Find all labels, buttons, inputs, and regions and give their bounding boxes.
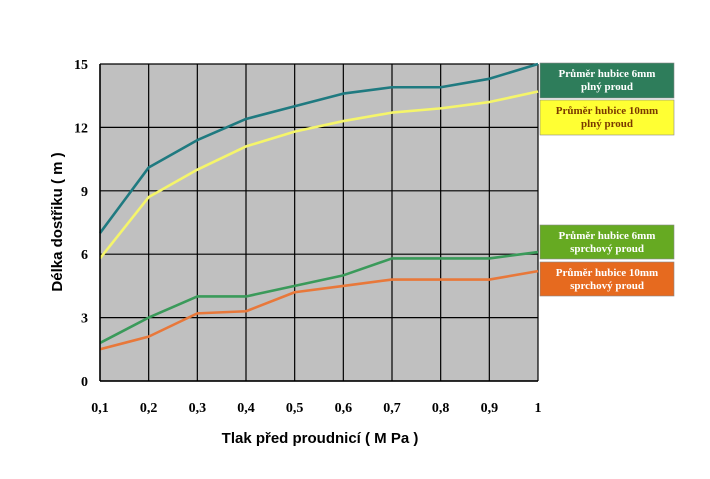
- legend-label: Průměr hubice 10mm: [556, 267, 658, 279]
- legend-swatch: [539, 62, 675, 99]
- y-tick-label: 6: [81, 248, 88, 263]
- legend-swatch: [539, 224, 675, 260]
- tick-labels: 0,1 0,2 0,3 0,4 0,5 0,6 0,7 0,8 0,9 1 0 3 6 9 12 15: [74, 58, 542, 416]
- axes: [99, 64, 538, 382]
- series-layer: [98, 62, 539, 351]
- series-line-2: [98, 90, 539, 260]
- series-line-3: [99, 250, 539, 345]
- x-tick-label: 0,7: [383, 401, 401, 416]
- x-axis-label: Tlak před proudnicí ( M Pa ): [222, 430, 419, 447]
- legend-label: plný proud: [581, 81, 633, 93]
- y-tick-label: 12: [74, 121, 88, 136]
- legend-label: Průměr hubice 10mm: [556, 105, 658, 117]
- legend-swatch: [539, 261, 675, 297]
- x-tick-label: 0,2: [140, 401, 158, 416]
- y-axis-label: Délka dostřiku ( m ): [49, 152, 66, 291]
- x-tick-label: 0,3: [189, 401, 207, 416]
- y-tick-label: 0: [81, 375, 88, 390]
- legend-swatch: [539, 99, 675, 136]
- x-tick-label: 0,9: [481, 401, 499, 416]
- plot-background: [100, 64, 538, 381]
- legend-label: sprchový proud: [570, 243, 644, 255]
- series-line-1: [98, 62, 539, 234]
- y-tick-label: 3: [81, 312, 88, 327]
- legend-label: plný proud: [581, 118, 633, 130]
- x-tick-label: 0,5: [286, 401, 304, 416]
- x-tick-label: 1: [535, 401, 542, 416]
- legend-label: Průměr hubice 6mm: [559, 230, 656, 242]
- y-tick-label: 9: [81, 185, 88, 200]
- y-tick-label: 15: [74, 58, 88, 73]
- x-tick-label: 0,8: [432, 401, 450, 416]
- x-tick-label: 0,6: [335, 401, 353, 416]
- legend-label: Průměr hubice 6mm: [559, 68, 656, 80]
- x-tick-label: 0,4: [237, 401, 255, 416]
- series-line-4: [99, 269, 539, 351]
- x-tick-label: 0,1: [91, 401, 109, 416]
- plot-area: [98, 62, 539, 382]
- legend-label: sprchový proud: [570, 280, 644, 292]
